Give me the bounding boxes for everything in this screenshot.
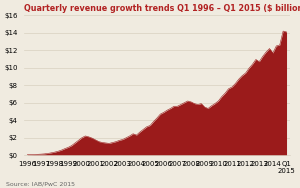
Text: Quarterly revenue growth trends Q1 1996 – Q1 2015 ($ billions): Quarterly revenue growth trends Q1 1996 … <box>24 4 300 13</box>
Text: Source: IAB/PwC 2015: Source: IAB/PwC 2015 <box>6 181 75 186</box>
